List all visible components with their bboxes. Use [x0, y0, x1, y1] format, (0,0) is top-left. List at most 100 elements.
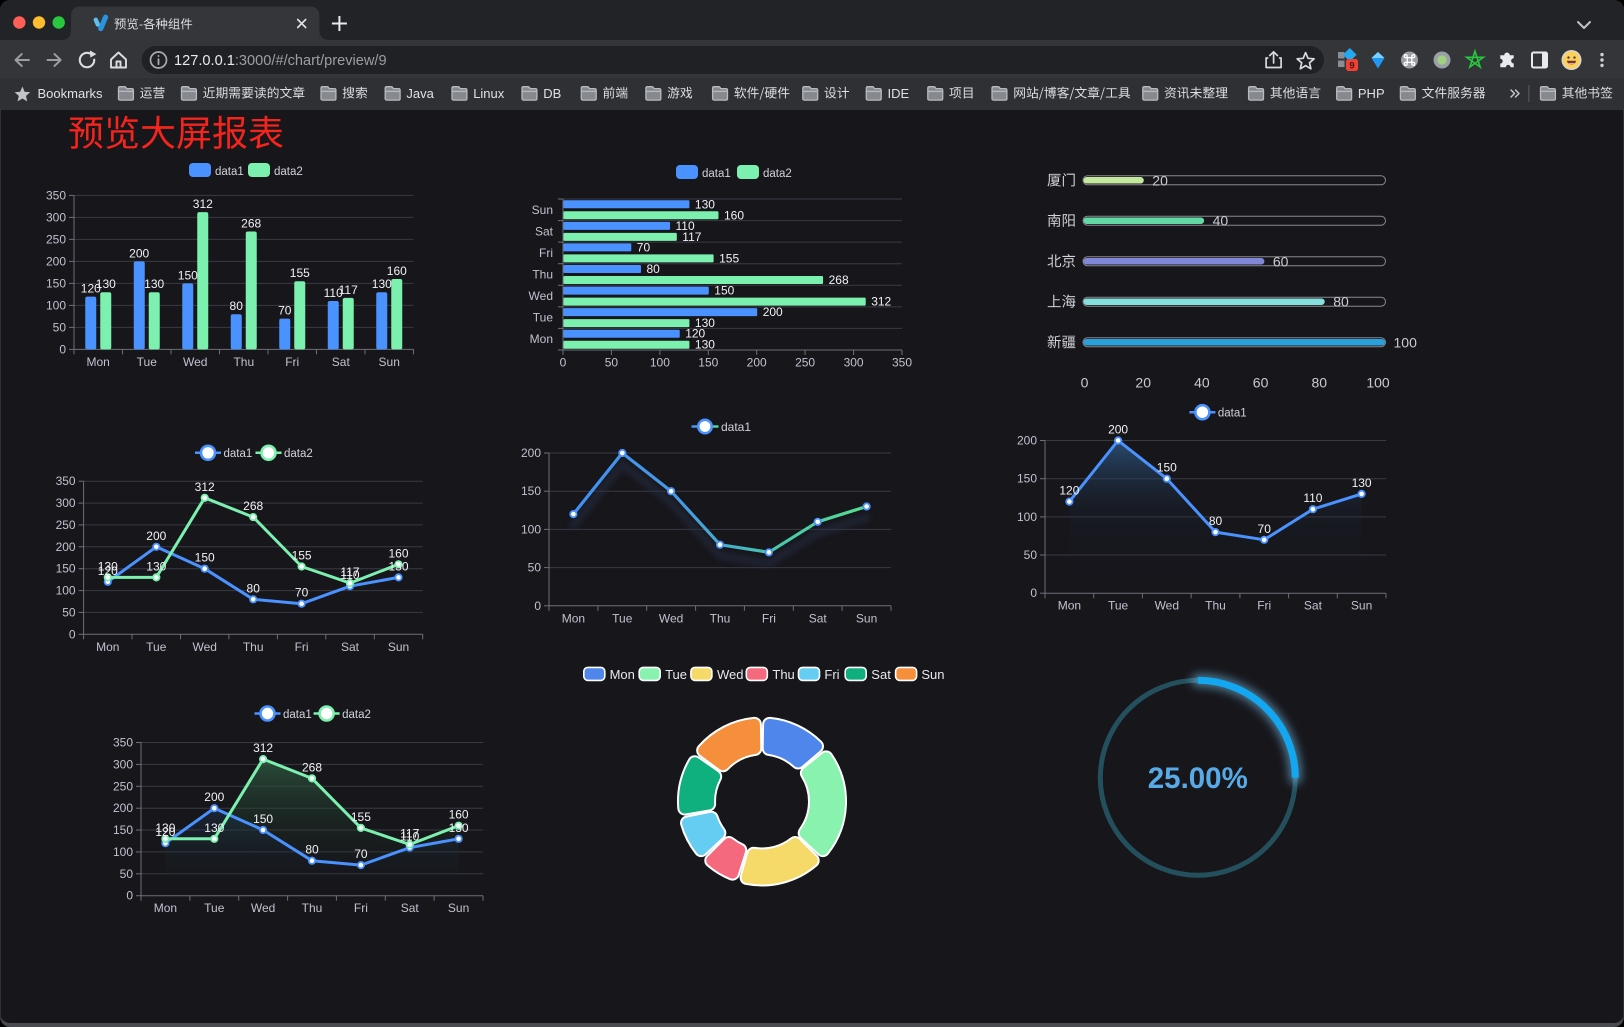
svg-text:130: 130	[146, 559, 166, 573]
svg-text:155: 155	[292, 549, 312, 563]
svg-text:200: 200	[1017, 434, 1037, 448]
svg-text:50: 50	[528, 561, 542, 575]
svg-text:70: 70	[1258, 522, 1272, 536]
svg-text:70: 70	[637, 240, 651, 254]
svg-text:100: 100	[1017, 510, 1037, 524]
svg-text:160: 160	[387, 264, 407, 278]
svg-text:Wed: Wed	[717, 667, 744, 682]
svg-text:100: 100	[1394, 334, 1418, 350]
svg-text:Tue: Tue	[665, 667, 687, 682]
svg-text:120: 120	[685, 327, 705, 341]
svg-text:Linux: Linux	[473, 86, 505, 101]
svg-text:155: 155	[719, 251, 739, 265]
svg-text:25.00%: 25.00%	[1148, 762, 1248, 795]
svg-text:117: 117	[340, 565, 359, 579]
svg-text:350: 350	[892, 356, 912, 370]
svg-text:60: 60	[1253, 375, 1269, 391]
svg-text:Sat: Sat	[341, 640, 360, 654]
svg-text:130: 130	[449, 821, 469, 835]
svg-text:150: 150	[1157, 461, 1177, 475]
svg-text:DB: DB	[543, 86, 561, 101]
svg-text:50: 50	[605, 356, 619, 370]
svg-text:117: 117	[682, 230, 701, 244]
svg-text:Tue: Tue	[204, 901, 225, 915]
svg-text:Wed: Wed	[251, 901, 275, 915]
svg-text:Thu: Thu	[243, 640, 264, 654]
svg-text:Java: Java	[406, 86, 434, 101]
svg-text:Bookmarks: Bookmarks	[38, 86, 104, 101]
svg-text:160: 160	[449, 808, 469, 822]
svg-text:110: 110	[324, 286, 343, 300]
svg-text:data2: data2	[763, 168, 792, 180]
svg-text:150: 150	[46, 276, 66, 290]
svg-text:Sat: Sat	[332, 355, 351, 369]
svg-text:Mon: Mon	[87, 355, 110, 369]
svg-text:Fri: Fri	[1257, 599, 1271, 613]
svg-text:150: 150	[56, 562, 76, 576]
svg-text:Sat: Sat	[871, 667, 891, 682]
svg-text:Sat: Sat	[535, 224, 554, 238]
svg-text:data1: data1	[1218, 408, 1247, 420]
svg-text:200: 200	[56, 540, 76, 554]
svg-text:Sat: Sat	[809, 611, 828, 625]
svg-text:130: 130	[695, 316, 715, 330]
svg-text:40: 40	[1213, 213, 1229, 229]
svg-text:Fri: Fri	[762, 611, 776, 625]
svg-text:100: 100	[1366, 375, 1390, 391]
svg-text:Tue: Tue	[612, 611, 633, 625]
svg-text:268: 268	[829, 273, 849, 287]
svg-text:200: 200	[521, 446, 541, 460]
svg-text:268: 268	[302, 760, 322, 774]
svg-text:Sun: Sun	[448, 901, 469, 915]
svg-text:150: 150	[113, 823, 133, 837]
svg-text:110: 110	[676, 219, 695, 233]
svg-text:130: 130	[1352, 476, 1372, 490]
svg-text:data2: data2	[342, 709, 371, 721]
svg-text:Mon: Mon	[154, 901, 177, 915]
svg-text:200: 200	[146, 529, 166, 543]
svg-text:250: 250	[56, 518, 76, 532]
svg-text:9: 9	[1349, 61, 1354, 72]
svg-text:Fri: Fri	[354, 901, 368, 915]
svg-text:Mon: Mon	[562, 611, 585, 625]
svg-text:Mon: Mon	[1058, 599, 1081, 613]
svg-text:150: 150	[178, 268, 198, 282]
svg-text:Sun: Sun	[379, 355, 400, 369]
svg-text:120: 120	[155, 825, 175, 839]
svg-text:Sun: Sun	[388, 640, 409, 654]
svg-text:Thu: Thu	[302, 901, 323, 915]
svg-text:100: 100	[56, 584, 76, 598]
svg-text:120: 120	[98, 564, 118, 578]
svg-text:130: 130	[144, 277, 164, 291]
svg-text:200: 200	[129, 246, 149, 260]
svg-text:150: 150	[714, 284, 734, 298]
svg-text:250: 250	[46, 232, 66, 246]
svg-text:60: 60	[1273, 253, 1289, 269]
svg-text:127.0.0.1:3000/#/chart/preview: 127.0.0.1:3000/#/chart/preview/9	[174, 53, 387, 69]
svg-text:data1: data1	[721, 420, 751, 434]
svg-text:Wed: Wed	[192, 640, 216, 654]
svg-text:312: 312	[195, 480, 215, 494]
svg-text:Tue: Tue	[146, 640, 167, 654]
svg-text:Wed: Wed	[183, 355, 207, 369]
svg-text:Mon: Mon	[610, 667, 635, 682]
svg-text:350: 350	[113, 736, 133, 750]
svg-text:data2: data2	[284, 448, 313, 460]
svg-text:110: 110	[400, 830, 419, 844]
svg-text:70: 70	[354, 847, 368, 861]
svg-text:80: 80	[230, 299, 244, 313]
svg-text:130: 130	[96, 277, 116, 291]
svg-text:data1: data1	[702, 168, 731, 180]
svg-text:160: 160	[388, 546, 408, 560]
svg-text:100: 100	[650, 356, 670, 370]
svg-text:150: 150	[521, 484, 541, 498]
svg-text:268: 268	[241, 217, 261, 231]
svg-text:80: 80	[1312, 375, 1328, 391]
svg-text:PHP: PHP	[1358, 86, 1385, 101]
svg-text:200: 200	[46, 254, 66, 268]
svg-text:Thu: Thu	[233, 355, 254, 369]
svg-text:Tue: Tue	[533, 311, 554, 325]
svg-text:130: 130	[388, 559, 408, 573]
svg-text:20: 20	[1135, 375, 1151, 391]
svg-text:120: 120	[81, 282, 101, 296]
